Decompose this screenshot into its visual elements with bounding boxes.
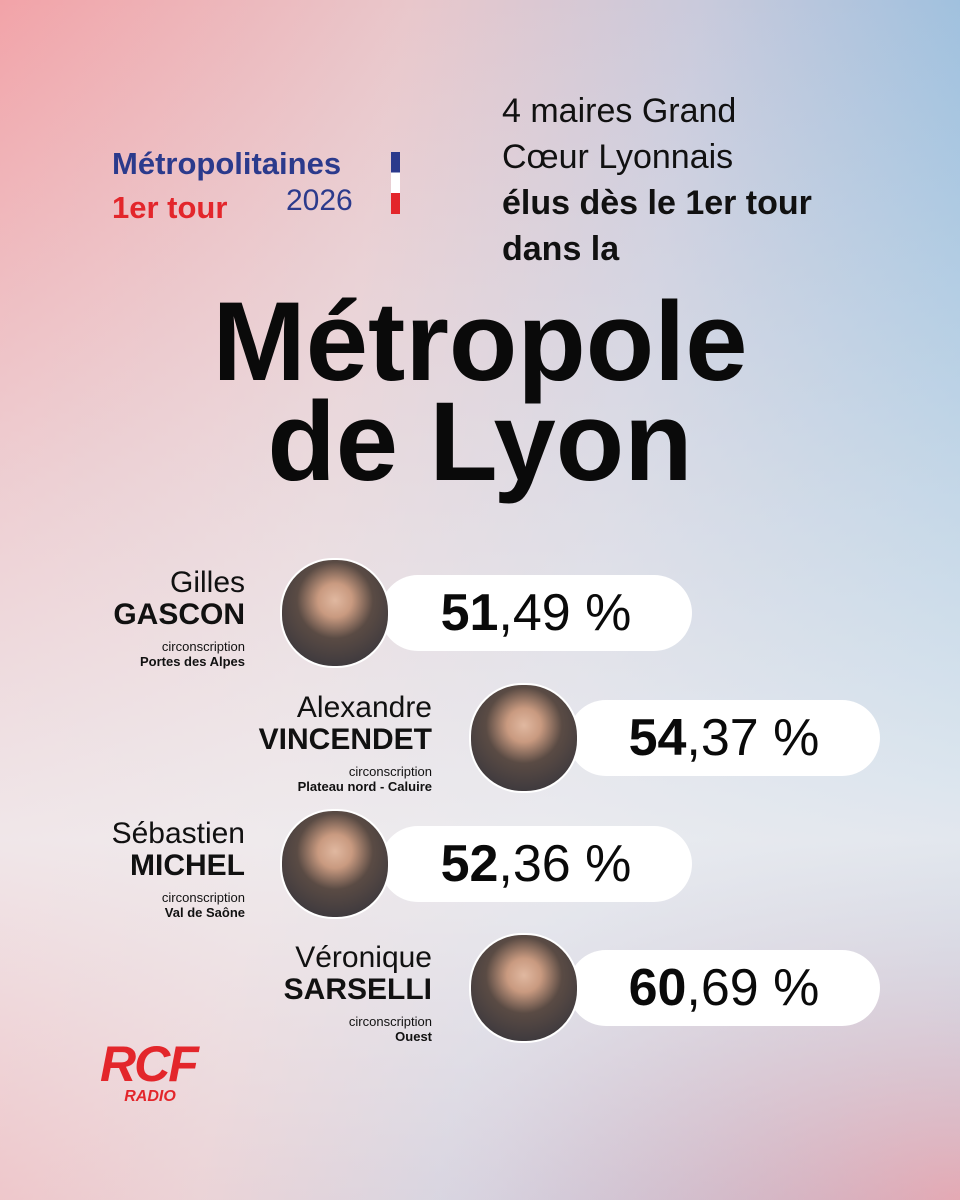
percent-decimal: ,37 % <box>686 709 820 767</box>
logo: RCF RADIO <box>100 1036 200 1106</box>
last-name: VINCENDET <box>258 723 432 756</box>
brand-title: Métropolitaines <box>112 146 342 181</box>
district: Portes des Alpes <box>139 654 245 669</box>
first-name: Sébastien <box>111 817 245 850</box>
candidate-photo <box>280 558 390 668</box>
district: Val de Saône <box>164 905 245 920</box>
title: Métropole <box>212 279 748 404</box>
district-label: circonscription <box>161 639 245 654</box>
percent-decimal: ,36 % <box>498 835 632 893</box>
headline: élus dès le 1er tour <box>502 184 812 222</box>
last-name: MICHEL <box>130 849 245 882</box>
headline: Cœur Lyonnais <box>502 138 734 176</box>
percent-decimal: ,69 % <box>686 959 820 1017</box>
last-name: SARSELLI <box>283 973 432 1006</box>
district-label: circonscription <box>348 1014 432 1029</box>
percent-pill: 52,36 % <box>380 826 692 902</box>
headline: dans la <box>502 230 620 268</box>
first-name: Gilles <box>169 566 245 599</box>
district: Ouest <box>395 1029 432 1044</box>
percent-decimal: ,49 % <box>498 584 632 642</box>
candidate-name: Gilles GASCON circonscription Portes des Al… <box>0 566 245 670</box>
district-label: circonscription <box>161 890 245 905</box>
logo-sub: RADIO <box>124 1088 176 1105</box>
percent-pill: 60,69 % <box>568 950 880 1026</box>
candidate-photo <box>469 933 579 1043</box>
candidate-name: Alexandre VINCENDET circonscription Plateau… <box>132 691 432 795</box>
brand-round: 1er tour <box>112 190 228 225</box>
percent-pill: 54,37 % <box>568 700 880 776</box>
brand-year: 2026 <box>286 184 353 217</box>
percent-integer: 52 <box>440 835 499 893</box>
title: de Lyon <box>267 379 693 504</box>
first-name: Véronique <box>295 941 432 974</box>
candidate-name: Sébastien MICHEL circonscription Val de Saô… <box>0 817 245 921</box>
last-name: GASCON <box>113 598 245 631</box>
district-label: circonscription <box>348 764 432 779</box>
candidate-photo <box>280 809 390 919</box>
logo-name: RCF <box>100 1036 199 1092</box>
candidate-photo <box>469 683 579 793</box>
candidate-name: Véronique SARSELLI circonscription Ouest <box>132 941 432 1045</box>
percent-pill: 51,49 % <box>380 575 692 651</box>
percent-integer: 51 <box>440 584 499 642</box>
percent-integer: 54 <box>628 709 687 767</box>
first-name: Alexandre <box>296 691 432 724</box>
flag <box>391 152 400 214</box>
percent-integer: 60 <box>628 959 687 1017</box>
district: Plateau nord - Caluire <box>297 779 432 794</box>
headline: 4 maires Grand <box>502 92 737 130</box>
